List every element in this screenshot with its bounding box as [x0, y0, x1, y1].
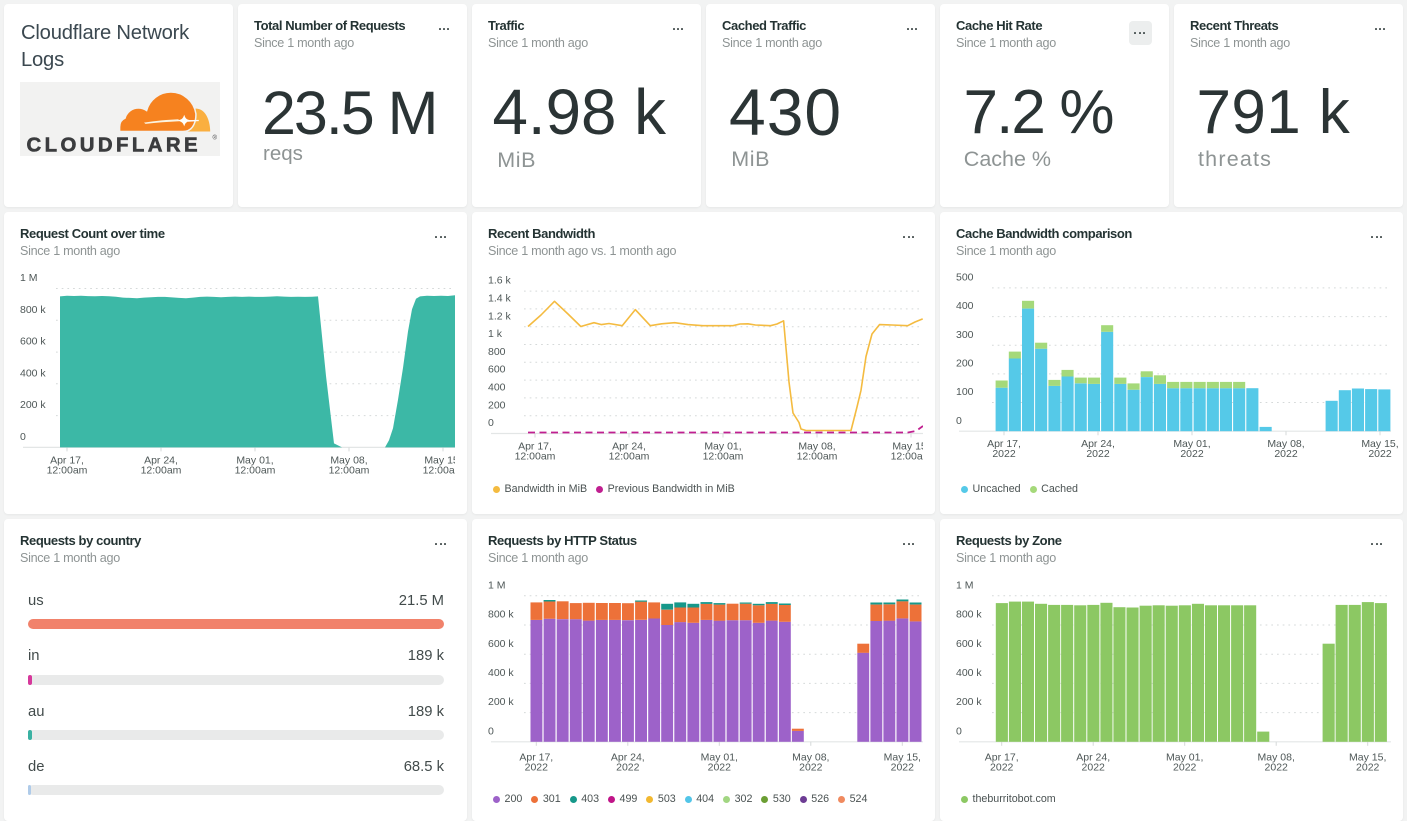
svg-text:CLOUDFLARE: CLOUDFLARE: [27, 135, 201, 157]
svg-text:May 08,: May 08,: [798, 441, 835, 453]
svg-text:600 k: 600 k: [20, 336, 46, 348]
svg-text:Apr 17,: Apr 17,: [985, 751, 1019, 763]
svg-text:2022: 2022: [799, 761, 823, 773]
svg-text:400 k: 400 k: [488, 667, 514, 679]
svg-text:2022: 2022: [1173, 761, 1197, 773]
svg-text:Apr 17,: Apr 17,: [518, 441, 552, 453]
svg-text:2022: 2022: [616, 761, 640, 773]
svg-text:600 k: 600 k: [956, 638, 982, 650]
svg-text:May 01,: May 01,: [236, 454, 273, 466]
svg-text:1 k: 1 k: [488, 328, 503, 340]
svg-text:2022: 2022: [1356, 761, 1380, 773]
svg-text:0: 0: [488, 417, 494, 429]
svg-text:12:00am: 12:00am: [423, 464, 455, 476]
svg-text:12:00am: 12:00am: [235, 464, 276, 476]
svg-text:600 k: 600 k: [488, 638, 514, 650]
svg-text:200 k: 200 k: [20, 399, 46, 411]
svg-text:2022: 2022: [1086, 448, 1110, 460]
svg-text:12:00am: 12:00am: [141, 464, 182, 476]
svg-text:®: ®: [213, 135, 218, 142]
svg-text:2022: 2022: [1274, 448, 1298, 460]
svg-text:May 15,: May 15,: [424, 454, 455, 466]
svg-text:500: 500: [956, 272, 974, 284]
svg-text:May 01,: May 01,: [701, 751, 738, 763]
svg-text:12:00am: 12:00am: [703, 450, 744, 462]
svg-text:1.2 k: 1.2 k: [488, 310, 512, 322]
svg-text:Apr 24,: Apr 24,: [1076, 751, 1110, 763]
svg-text:2022: 2022: [1265, 761, 1289, 773]
svg-text:2022: 2022: [891, 761, 915, 773]
svg-text:Apr 17,: Apr 17,: [987, 438, 1021, 450]
svg-text:200 k: 200 k: [956, 696, 982, 708]
svg-text:800 k: 800 k: [488, 609, 514, 621]
svg-text:2022: 2022: [990, 761, 1014, 773]
svg-text:May 08,: May 08,: [330, 454, 367, 466]
svg-text:Apr 24,: Apr 24,: [1081, 438, 1115, 450]
svg-text:2022: 2022: [708, 761, 732, 773]
svg-text:2022: 2022: [992, 448, 1016, 460]
svg-text:800 k: 800 k: [20, 304, 46, 316]
svg-text:May 15,: May 15,: [1349, 751, 1386, 763]
svg-text:12:00am: 12:00am: [891, 450, 923, 462]
svg-text:May 08,: May 08,: [1267, 438, 1304, 450]
svg-text:May 08,: May 08,: [792, 751, 829, 763]
svg-text:May 01,: May 01,: [1173, 438, 1210, 450]
svg-text:2022: 2022: [525, 761, 549, 773]
svg-text:May 01,: May 01,: [1166, 751, 1203, 763]
svg-text:12:00am: 12:00am: [797, 450, 838, 462]
svg-text:0: 0: [20, 431, 26, 443]
svg-text:Apr 24,: Apr 24,: [144, 454, 178, 466]
svg-text:800: 800: [488, 346, 506, 358]
svg-text:100: 100: [956, 386, 974, 398]
svg-text:2022: 2022: [1180, 448, 1204, 460]
svg-text:0: 0: [488, 725, 494, 737]
svg-text:200 k: 200 k: [488, 696, 514, 708]
svg-text:1 M: 1 M: [956, 579, 974, 591]
svg-text:1.6 k: 1.6 k: [488, 275, 512, 287]
svg-text:2022: 2022: [1368, 448, 1392, 460]
svg-text:May 15,: May 15,: [884, 751, 921, 763]
svg-text:0: 0: [956, 725, 962, 737]
svg-text:300: 300: [956, 329, 974, 341]
svg-text:800 k: 800 k: [956, 609, 982, 621]
svg-text:400: 400: [956, 300, 974, 312]
svg-text:400 k: 400 k: [956, 667, 982, 679]
svg-text:12:00am: 12:00am: [515, 450, 556, 462]
svg-text:Apr 24,: Apr 24,: [611, 751, 645, 763]
svg-text:2022: 2022: [1082, 761, 1106, 773]
svg-text:1 M: 1 M: [20, 272, 38, 284]
svg-text:May 15,: May 15,: [892, 441, 923, 453]
svg-text:600: 600: [488, 364, 506, 376]
svg-text:1 M: 1 M: [488, 579, 506, 591]
svg-text:May 08,: May 08,: [1258, 751, 1295, 763]
svg-text:Apr 17,: Apr 17,: [50, 454, 84, 466]
svg-text:400: 400: [488, 382, 506, 394]
svg-text:12:00am: 12:00am: [329, 464, 370, 476]
svg-text:200: 200: [488, 399, 506, 411]
svg-text:Apr 17,: Apr 17,: [519, 751, 553, 763]
svg-text:May 01,: May 01,: [704, 441, 741, 453]
svg-text:12:00am: 12:00am: [609, 450, 650, 462]
svg-text:1.4 k: 1.4 k: [488, 293, 512, 305]
svg-text:12:00am: 12:00am: [47, 464, 88, 476]
svg-text:200: 200: [956, 358, 974, 370]
svg-text:400 k: 400 k: [20, 367, 46, 379]
svg-text:0: 0: [956, 415, 962, 427]
svg-text:Apr 24,: Apr 24,: [612, 441, 646, 453]
svg-text:May 15,: May 15,: [1361, 438, 1398, 450]
